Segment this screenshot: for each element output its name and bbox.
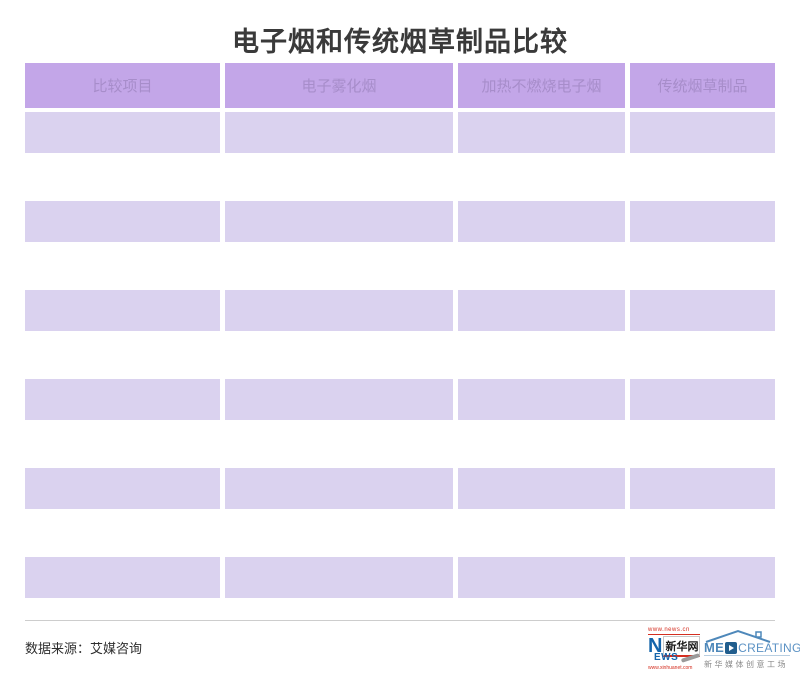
roof-icon xyxy=(705,629,771,643)
med-me-text: ME xyxy=(704,640,725,655)
xinhua-n-letter: N xyxy=(648,635,663,657)
data-source-label: 数据来源：艾媒咨询 xyxy=(25,641,143,656)
xinhua-news-logo: www.news.cn N 新华网 EWS www.xinhuanet.com xyxy=(648,627,701,673)
table-cell xyxy=(25,201,220,242)
table-cell xyxy=(25,112,220,153)
table-row xyxy=(25,468,775,509)
medcreating-logo: ME CREATING 新华媒体创意工场 xyxy=(704,629,800,673)
table-cell xyxy=(225,557,453,598)
header-cell-compare-item: 比较项目 xyxy=(25,63,220,108)
table-body xyxy=(25,112,775,598)
medcreating-wordmark: ME CREATING xyxy=(704,640,800,655)
table-cell xyxy=(630,112,775,153)
table-cell xyxy=(25,379,220,420)
header-cell-heat-not-burn: 加热不燃烧电子烟 xyxy=(458,63,625,108)
xinhua-logo-main: N 新华网 xyxy=(648,635,701,658)
table-cell xyxy=(25,468,220,509)
xinhua-name: 新华网 xyxy=(663,636,701,657)
table-cell xyxy=(458,201,625,242)
xinhua-ews-text: EWS xyxy=(654,652,679,663)
table-row xyxy=(25,112,775,153)
table-cell xyxy=(630,201,775,242)
table-cell xyxy=(225,112,453,153)
header-cell-evapor: 电子雾化烟 xyxy=(225,63,453,108)
xinhua-url-top: www.news.cn xyxy=(648,627,700,635)
table-cell xyxy=(630,290,775,331)
table-header-row: 比较项目 电子雾化烟 加热不燃烧电子烟 传统烟草制品 xyxy=(25,63,775,108)
table-cell xyxy=(225,379,453,420)
xinhua-url-bottom: www.xinhuanet.com xyxy=(648,665,693,671)
table-row xyxy=(25,379,775,420)
table-cell xyxy=(630,468,775,509)
page-title: 电子烟和传统烟草制品比较 xyxy=(232,27,568,57)
table-cell xyxy=(225,290,453,331)
med-creating-text: CREATING xyxy=(738,640,800,655)
table-cell xyxy=(458,290,625,331)
med-logo-subtitle: 新华媒体创意工场 xyxy=(704,660,788,669)
table-cell xyxy=(630,379,775,420)
footer-divider xyxy=(25,620,775,621)
table-cell xyxy=(458,557,625,598)
table-row xyxy=(25,290,775,331)
table-cell xyxy=(458,112,625,153)
table-row xyxy=(25,557,775,598)
comparison-table: 比较项目 电子雾化烟 加热不燃烧电子烟 传统烟草制品 xyxy=(25,63,775,598)
table-cell xyxy=(630,557,775,598)
table-cell xyxy=(458,379,625,420)
table-row xyxy=(25,201,775,242)
play-icon xyxy=(725,641,738,654)
table-cell xyxy=(25,557,220,598)
header-cell-traditional: 传统烟草制品 xyxy=(630,63,775,108)
med-logo-underline xyxy=(704,655,790,656)
table-cell xyxy=(458,468,625,509)
table-cell xyxy=(25,290,220,331)
table-cell xyxy=(225,468,453,509)
table-cell xyxy=(225,201,453,242)
xinhua-news-line: EWS xyxy=(654,652,701,663)
